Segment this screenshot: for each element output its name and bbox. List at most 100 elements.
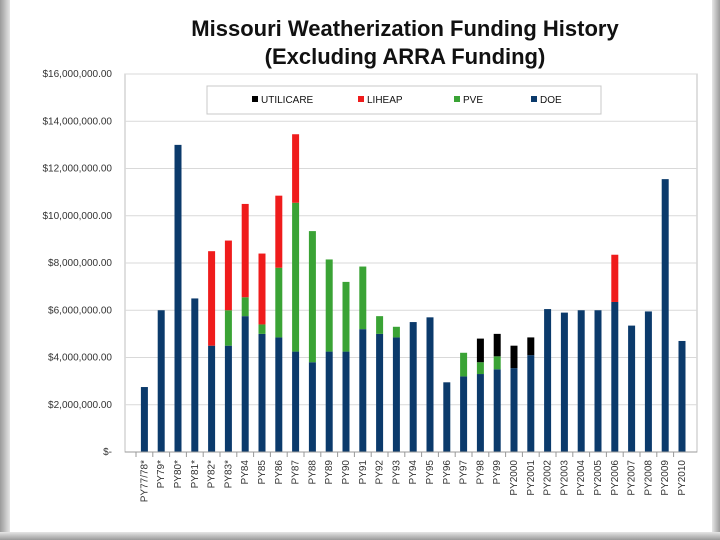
bar-doe [510, 368, 518, 452]
bar-pve [325, 259, 333, 352]
y-tick-label: $2,000,000.00 [48, 400, 112, 411]
bar-pve [241, 297, 249, 317]
x-tick-label: PY2000 [509, 460, 520, 496]
bar-utilicare [510, 345, 518, 369]
legend-label-pve: PVE [463, 95, 483, 106]
bar-liheap [258, 253, 266, 325]
chart-title: Missouri Weatherization Funding History [191, 16, 619, 41]
slide-edge-left [0, 0, 10, 540]
y-tick-label: $8,000,000.00 [48, 258, 112, 269]
bar-liheap [292, 134, 300, 203]
x-tick-label: PY77/78* [139, 460, 150, 502]
legend-swatch-doe [531, 96, 537, 102]
legend-label-liheap: LIHEAP [367, 95, 403, 106]
bar-doe [460, 376, 468, 452]
x-tick-label: PY81* [190, 460, 201, 488]
legend-label-doe: DOE [540, 95, 562, 106]
y-tick-label: $- [103, 447, 112, 458]
y-tick-label: $10,000,000.00 [42, 211, 112, 222]
bar-pve [376, 316, 384, 334]
bar-doe [392, 337, 400, 452]
x-tick-label: PY2009 [660, 460, 671, 496]
x-tick-label: PY94 [408, 460, 419, 485]
y-axis: $- $2,000,000.00 $4,000,000.00 $6,000,000.0… [42, 69, 112, 458]
bar-doe [275, 337, 283, 452]
bar-doe [258, 333, 266, 452]
legend: UTILICARE LIHEAP PVE DOE [206, 85, 602, 115]
x-tick-label: PY97 [459, 460, 470, 485]
bar-pve [493, 356, 501, 370]
bar-doe [157, 310, 165, 452]
bar-liheap [275, 195, 283, 268]
x-tick-label: PY82* [207, 460, 218, 488]
bar-utilicare [493, 333, 501, 357]
bar-pve [308, 231, 316, 363]
bar-doe [476, 374, 484, 452]
bars [140, 134, 686, 452]
x-tick-label: PY80* [173, 460, 184, 488]
bar-liheap [241, 203, 249, 298]
x-tick-label: PY2003 [559, 460, 570, 496]
x-tick-label: PY98 [475, 460, 486, 485]
bar-doe [325, 351, 333, 452]
x-tick-label: PY88 [307, 460, 318, 485]
bar-doe [493, 369, 501, 452]
x-tick-label: PY89 [324, 460, 335, 485]
x-tick-label: PY91 [358, 460, 369, 485]
bar-doe [409, 322, 417, 452]
bar-doe [560, 312, 568, 452]
bar-pve [392, 326, 400, 338]
x-tick-label: PY92 [375, 460, 386, 485]
y-tick-label: $4,000,000.00 [48, 353, 112, 364]
bar-liheap [611, 254, 619, 302]
bar-doe [426, 317, 434, 452]
x-tick-label: PY2008 [643, 460, 654, 496]
bar-utilicare [476, 338, 484, 363]
x-tick-label: PY2002 [543, 460, 554, 496]
y-tick-label: $16,000,000.00 [42, 69, 112, 80]
bar-doe [443, 382, 451, 452]
bar-doe [544, 309, 552, 452]
bar-pve [224, 310, 232, 346]
x-tick-label: PY90 [341, 460, 352, 485]
bar-doe [359, 329, 367, 452]
bar-doe [594, 310, 602, 452]
x-tick-label: PY2010 [677, 460, 688, 496]
bar-doe [644, 311, 652, 452]
bar-doe [678, 340, 686, 452]
bar-doe [224, 345, 232, 452]
bar-doe [292, 351, 300, 452]
x-tick-label: PY2006 [610, 460, 621, 496]
y-tick-label: $6,000,000.00 [48, 305, 112, 316]
x-tick-label: PY99 [492, 460, 503, 485]
bar-doe [628, 325, 636, 452]
x-tick-label: PY2004 [576, 460, 587, 496]
bar-doe [208, 345, 216, 452]
bar-pve [460, 352, 468, 377]
x-tick-label: PY84 [240, 460, 251, 485]
chart-subtitle: (Excluding ARRA Funding) [264, 44, 546, 69]
bar-pve [359, 266, 367, 330]
bar-pve [292, 202, 300, 352]
bar-utilicare [527, 337, 535, 356]
bar-liheap [208, 251, 216, 346]
x-tick-label: PY79* [156, 460, 167, 488]
x-tick-label: PY96 [442, 460, 453, 485]
bar-doe [527, 355, 535, 452]
x-axis: PY77/78* PY79* PY80* PY81* PY82* PY83* PY84 PY8… [125, 451, 697, 502]
x-tick-label: PY86 [274, 460, 285, 485]
legend-swatch-pve [454, 96, 460, 102]
x-tick-label: PY2007 [627, 460, 638, 496]
x-tick-label: PY85 [257, 460, 268, 485]
x-tick-label: PY95 [425, 460, 436, 485]
bar-pve [342, 281, 350, 352]
x-tick-label: PY2001 [526, 460, 537, 496]
x-tick-label: PY2005 [593, 460, 604, 496]
y-tick-label: $12,000,000.00 [42, 164, 112, 175]
bar-doe [342, 351, 350, 452]
bar-doe [191, 298, 199, 452]
bar-doe [140, 387, 148, 452]
bar-pve [275, 267, 283, 338]
